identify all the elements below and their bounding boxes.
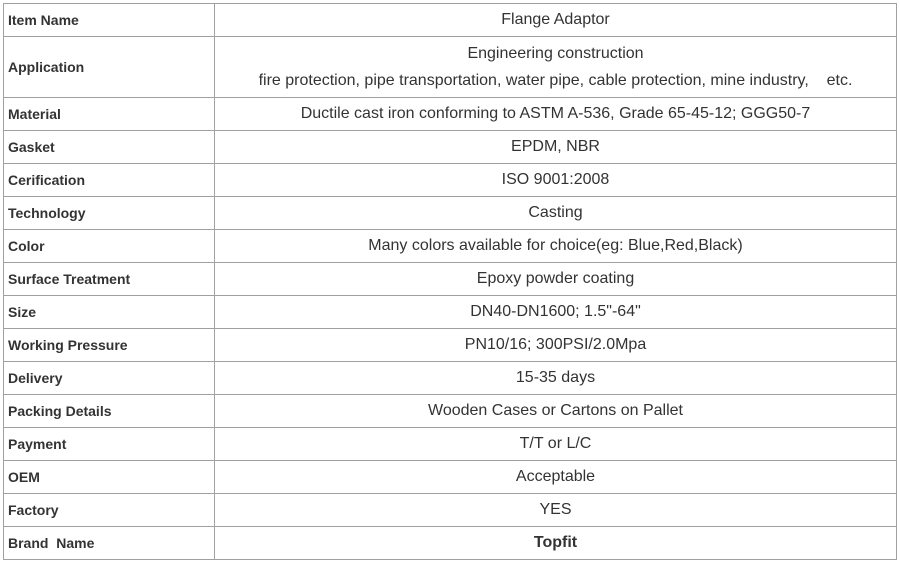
row-label: Material [3,97,215,131]
table-row: Delivery 15-35 days [3,361,897,395]
table-row: OEM Acceptable [3,460,897,494]
row-label: Gasket [3,130,215,164]
row-label: Cerification [3,163,215,197]
row-value: EPDM, NBR [214,130,897,164]
row-label: Packing Details [3,394,215,428]
row-value: YES [214,493,897,527]
row-label: Color [3,229,215,263]
row-label: Surface Treatment [3,262,215,296]
row-value: Topfit [214,526,897,560]
row-label: Brand Name [3,526,215,560]
row-value: Epoxy powder coating [214,262,897,296]
row-value: Wooden Cases or Cartons on Pallet [214,394,897,428]
spec-table: Item Name Flange Adaptor Application Engine… [3,3,897,560]
table-row: Factory YES [3,493,897,527]
row-value: DN40-DN1600; 1.5"-64" [214,295,897,329]
table-row: Gasket EPDM, NBR [3,130,897,164]
row-value: Many colors available for choice(eg: Blu… [214,229,897,263]
table-row: Packing Details Wooden Cases or Cartons o… [3,394,897,428]
row-label: Payment [3,427,215,461]
table-row: Item Name Flange Adaptor [3,3,897,37]
row-label: Item Name [3,3,215,37]
table-row: Color Many colors available for choice(eg… [3,229,897,263]
row-label: OEM [3,460,215,494]
value-line: Engineering construction [467,45,644,62]
table-row: Cerification ISO 9001:2008 [3,163,897,197]
row-label: Technology [3,196,215,230]
row-value: Flange Adaptor [214,3,897,37]
table-row: Technology Casting [3,196,897,230]
row-label: Application [3,36,215,98]
row-value: Casting [214,196,897,230]
row-value: ISO 9001:2008 [214,163,897,197]
row-value: Ductile cast iron conforming to ASTM A-5… [214,97,897,131]
row-label: Working Pressure [3,328,215,362]
table-row: Working Pressure PN10/16; 300PSI/2.0Mpa [3,328,897,362]
row-value: 15-35 days [214,361,897,395]
row-value: T/T or L/C [214,427,897,461]
table-row: Payment T/T or L/C [3,427,897,461]
row-value: Acceptable [214,460,897,494]
table-row: Surface Treatment Epoxy powder coating [3,262,897,296]
row-label: Size [3,295,215,329]
table-row: Brand Name Topfit [3,526,897,560]
row-label: Factory [3,493,215,527]
table-row: Application Engineering construction fire … [3,36,897,98]
table-row: Size DN40-DN1600; 1.5"-64" [3,295,897,329]
row-value: PN10/16; 300PSI/2.0Mpa [214,328,897,362]
table-row: Material Ductile cast iron conforming to … [3,97,897,131]
row-value: Engineering construction fire protection,… [214,36,897,98]
row-label: Delivery [3,361,215,395]
value-line: fire protection, pipe transportation, wa… [258,72,853,89]
